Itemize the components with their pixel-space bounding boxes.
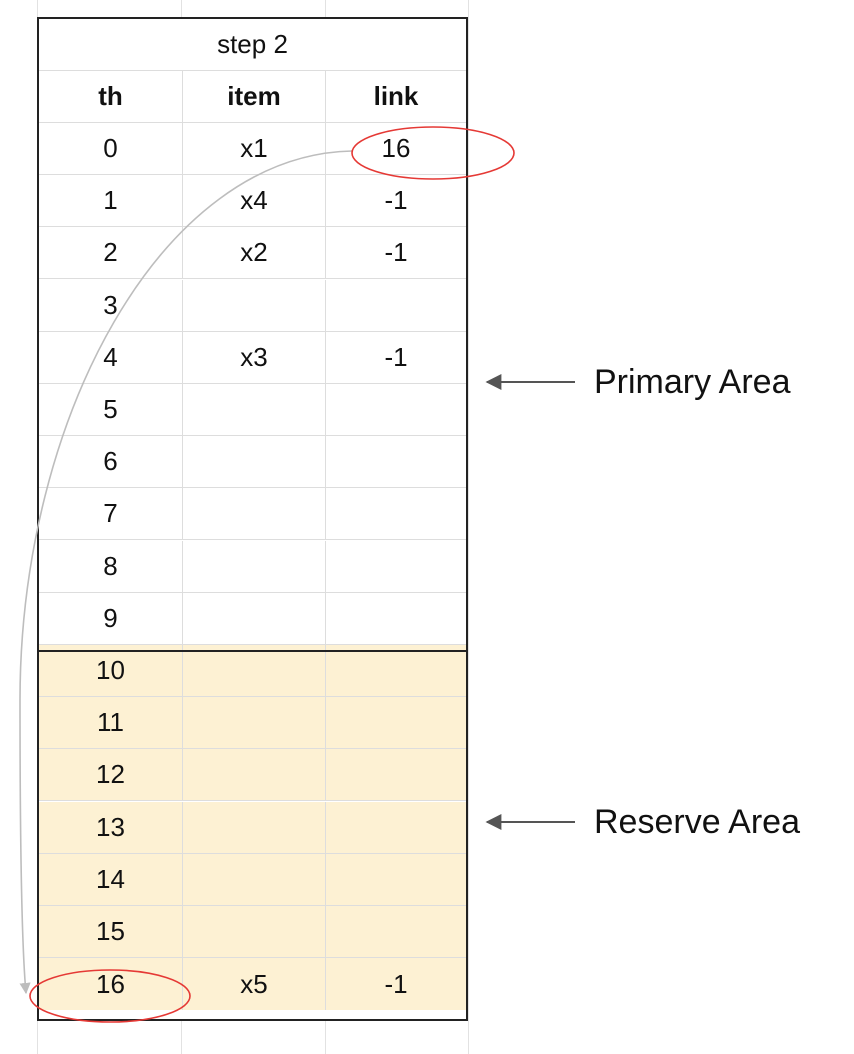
cell-item: [183, 279, 326, 331]
link-arrow: [19, 150, 353, 995]
cell-link: -1: [384, 185, 408, 216]
cell-th: 12: [39, 749, 183, 801]
table-row: 3: [39, 279, 466, 332]
header-th: th: [39, 71, 183, 122]
table-row: 2 x2 -1: [39, 227, 466, 280]
cell-item: [183, 488, 326, 540]
cell-item: x4: [183, 175, 326, 227]
cell-th: 7: [39, 488, 183, 540]
cell-item: [183, 645, 326, 696]
cell-item: [183, 801, 326, 853]
table-row: 8: [39, 540, 466, 593]
cell-th: 14: [39, 853, 183, 905]
table-row: 10: [39, 645, 466, 697]
cell-th: 5: [39, 384, 183, 435]
table-row: 14: [39, 853, 466, 906]
cell-link: -1: [384, 968, 408, 999]
cell-th: 9: [39, 592, 183, 644]
reserve-area-label: Reserve Area: [594, 803, 800, 841]
cell-th: 15: [39, 906, 183, 957]
grid-line: [468, 0, 469, 1054]
cell-link: -1: [384, 341, 408, 372]
cell-th: 3: [39, 279, 183, 331]
table-row: 6: [39, 436, 466, 489]
cell-item: [183, 749, 326, 801]
table-row: 1 x4 -1: [39, 175, 466, 228]
table-row: 9: [39, 592, 466, 645]
cell-th: 8: [39, 540, 183, 592]
cell-item: [183, 592, 326, 644]
cell-item: x3: [183, 331, 326, 383]
table-row: 16 x5 -1: [39, 958, 466, 1011]
cell-item: [183, 436, 326, 488]
table-row: 4 x3 -1: [39, 331, 466, 384]
reserve-divider: [39, 650, 466, 652]
cell-item: x2: [183, 227, 326, 279]
header-link: link: [373, 81, 419, 111]
table-row: 7: [39, 488, 466, 541]
table-row: 15: [39, 906, 466, 958]
highlight-circle-link: [351, 126, 515, 180]
cell-th: 11: [39, 697, 183, 749]
cell-th: 10: [39, 645, 183, 696]
cell-th: 1: [39, 175, 183, 227]
cell-item: [183, 384, 326, 435]
cell-th: 0: [39, 123, 183, 174]
cell-item: [183, 906, 326, 957]
table-row: 12: [39, 749, 466, 802]
table-row: 5: [39, 384, 466, 436]
table-row: 0 x1 16: [39, 123, 466, 175]
header-item: item: [183, 71, 326, 122]
cell-link: -1: [384, 237, 408, 268]
cell-th: 6: [39, 436, 183, 488]
cell-item: x1: [183, 123, 326, 174]
cell-th: 13: [39, 801, 183, 853]
highlight-circle-slot: [29, 969, 191, 1023]
hash-table: step 2 th item link 0 x1 16 1 x4 -1 2 x2 -1 3 4 x3 -…: [37, 17, 468, 1021]
cell-item: [183, 540, 326, 592]
cell-th: 2: [39, 227, 183, 279]
cell-th: 4: [39, 331, 183, 383]
table-title: step 2: [217, 29, 288, 59]
table-title-row: step 2: [39, 19, 466, 71]
table-header-row: th item link: [39, 71, 466, 123]
cell-item: x5: [183, 958, 326, 1011]
table-row: 13: [39, 801, 466, 854]
cell-link: 16: [381, 133, 411, 163]
cell-item: [183, 853, 326, 905]
primary-area-label: Primary Area: [594, 363, 791, 401]
table-row: 11: [39, 697, 466, 750]
cell-item: [183, 697, 326, 749]
